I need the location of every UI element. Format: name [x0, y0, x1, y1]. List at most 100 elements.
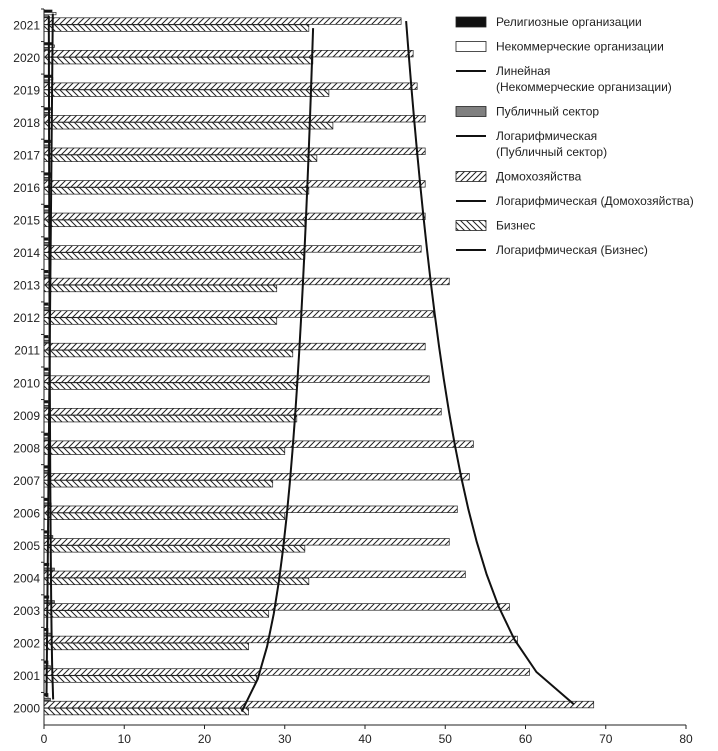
bar-Бизнес-2017	[43, 154, 318, 162]
axes: 2000 2001 2002 2003 2004 2005 2006 2007 2008 2009…	[13, 8, 693, 746]
bar-Некоммерческие организации-2007	[43, 467, 49, 471]
x-tick-label: 60	[519, 732, 533, 746]
bar-Бизнес-2000	[43, 707, 249, 716]
y-tick-label: 2006	[13, 506, 40, 520]
bar-Бизнес-2019	[43, 89, 330, 97]
bar-Домохозяйства-2008	[43, 440, 474, 448]
bar-Бизнес-2005	[43, 545, 306, 553]
bar-Религиозные организации-2013	[43, 270, 49, 274]
bar-Религиозные организации-2011	[43, 335, 49, 339]
y-tick-label: 2017	[13, 148, 40, 162]
y-tick-label: 2004	[13, 572, 40, 586]
y-tick-label: 2012	[13, 311, 40, 325]
bar-Домохозяйства-2006	[43, 505, 458, 513]
plot-area	[43, 9, 595, 716]
bar-Публичный сектор-2009	[43, 405, 50, 409]
bar-Домохозяйства-2010	[43, 375, 430, 383]
trendline-Логарифмическая (Бизнес)	[240, 28, 315, 712]
bar-Бизнес-2011	[43, 349, 294, 358]
bar-Домохозяйства-2005	[43, 538, 450, 546]
legend-swatch	[455, 171, 487, 182]
bar-Публичный сектор-2003	[43, 600, 55, 604]
y-tick-label: 2008	[13, 441, 40, 455]
legend-label: Бизнес	[496, 219, 535, 233]
y-tick-label: 2010	[13, 376, 40, 390]
bar-Домохозяйства-2004	[43, 570, 466, 579]
x-tick-label: 20	[198, 732, 212, 746]
bar-Некоммерческие организации-2012	[43, 304, 50, 309]
bar-Домохозяйства-2015	[43, 212, 426, 221]
bar-Домохозяйства-2020	[43, 49, 414, 58]
bar-Бизнес-2020	[43, 56, 314, 65]
y-tick-label: 2014	[13, 246, 40, 260]
bar-Религиозные организации-2008	[43, 432, 49, 436]
bar-Домохозяйства-2013	[43, 277, 450, 286]
bar-Некоммерческие организации-2017	[43, 142, 52, 146]
y-tick-label: 2015	[13, 214, 40, 228]
bar-Домохозяйства-2000	[43, 700, 595, 709]
bar-Некоммерческие организации-2021	[43, 12, 57, 16]
trendlines	[45, 13, 575, 712]
x-tick-label: 50	[439, 732, 453, 746]
y-tick-label: 2000	[13, 702, 40, 716]
bar-Публичный сектор-2011	[43, 339, 50, 344]
bar-Публичный сектор-2012	[43, 307, 50, 311]
bar-Бизнес-2014	[43, 252, 306, 260]
trendline-Логарифмическая (Публичный сектор)	[47, 15, 55, 700]
y-tick-label: 2009	[13, 409, 40, 423]
x-tick-label: 30	[278, 732, 292, 746]
bar-Бизнес-2006	[43, 512, 286, 520]
x-tick-label: 80	[679, 732, 693, 746]
bar-Религиозные организации-2019	[43, 74, 52, 78]
bar-Религиозные организации-2009	[43, 400, 49, 404]
x-tick-label: 70	[599, 732, 613, 746]
legend-label: Некоммерческие организации	[496, 40, 664, 54]
legend-swatch	[455, 106, 487, 117]
legend-label: Публичный сектор	[496, 105, 599, 119]
x-tick-label: 0	[41, 732, 48, 746]
bar-Домохозяйства-2012	[43, 310, 434, 318]
bar-Публичный сектор-2004	[43, 567, 55, 571]
y-tick-label: 2016	[13, 181, 40, 195]
legend-label: Логарифмическая (Домохозяйства)	[496, 194, 694, 208]
bar-Религиозные организации-2010	[43, 367, 49, 371]
bar-Бизнес-2021	[43, 24, 310, 32]
bar-Некоммерческие организации-2018	[43, 109, 53, 113]
y-tick-label: 2018	[13, 116, 40, 130]
y-tick-label: 2011	[14, 344, 40, 358]
bar-Религиозные организации-2015	[43, 204, 50, 209]
bar-Домохозяйства-2001	[43, 668, 530, 676]
legend-label: Религиозные организации	[496, 15, 642, 29]
bar-Бизнес-2013	[43, 284, 278, 293]
bar-Бизнес-2001	[43, 675, 258, 683]
bar-Бизнес-2018	[43, 122, 334, 130]
bar-Бизнес-2010	[43, 382, 298, 390]
legend-label: Логарифмическая (Бизнес)	[496, 243, 648, 257]
legend-swatch	[455, 16, 487, 28]
bar-Бизнес-2004	[43, 577, 310, 586]
bar-Домохозяйства-2007	[43, 473, 470, 481]
bar-Бизнес-2003	[43, 610, 270, 618]
bar-Домохозяйства-2009	[43, 408, 442, 416]
y-tick-label: 2020	[13, 51, 40, 65]
y-tick-label: 2002	[13, 637, 40, 651]
bar-Некоммерческие организации-2009	[43, 402, 50, 406]
bar-Бизнес-2007	[43, 480, 274, 488]
bar-Домохозяйства-2014	[43, 245, 422, 253]
bar-Бизнес-2015	[43, 219, 306, 228]
y-tick-label: 2001	[13, 669, 40, 683]
legend: Религиозные организации Некоммерческие ор…	[455, 15, 694, 257]
bar-Публичный сектор-2010	[43, 372, 50, 376]
y-tick-label: 2013	[13, 279, 40, 293]
bar-Домохозяйства-2021	[43, 17, 402, 25]
y-tick-label: 2021	[13, 18, 40, 32]
bar-Публичный сектор-2014	[43, 242, 50, 246]
bar-Домохозяйства-2003	[43, 603, 510, 611]
bar-Публичный сектор-2016	[43, 177, 50, 181]
bar-Бизнес-2002	[43, 642, 249, 651]
y-tick-label: 2005	[13, 539, 40, 553]
bar-Бизнес-2016	[43, 187, 310, 195]
legend-label: Логарифмическая (Публичный сектор)	[496, 129, 607, 159]
bar-Домохозяйства-2011	[43, 342, 426, 351]
bar-Домохозяйства-2019	[43, 82, 418, 90]
